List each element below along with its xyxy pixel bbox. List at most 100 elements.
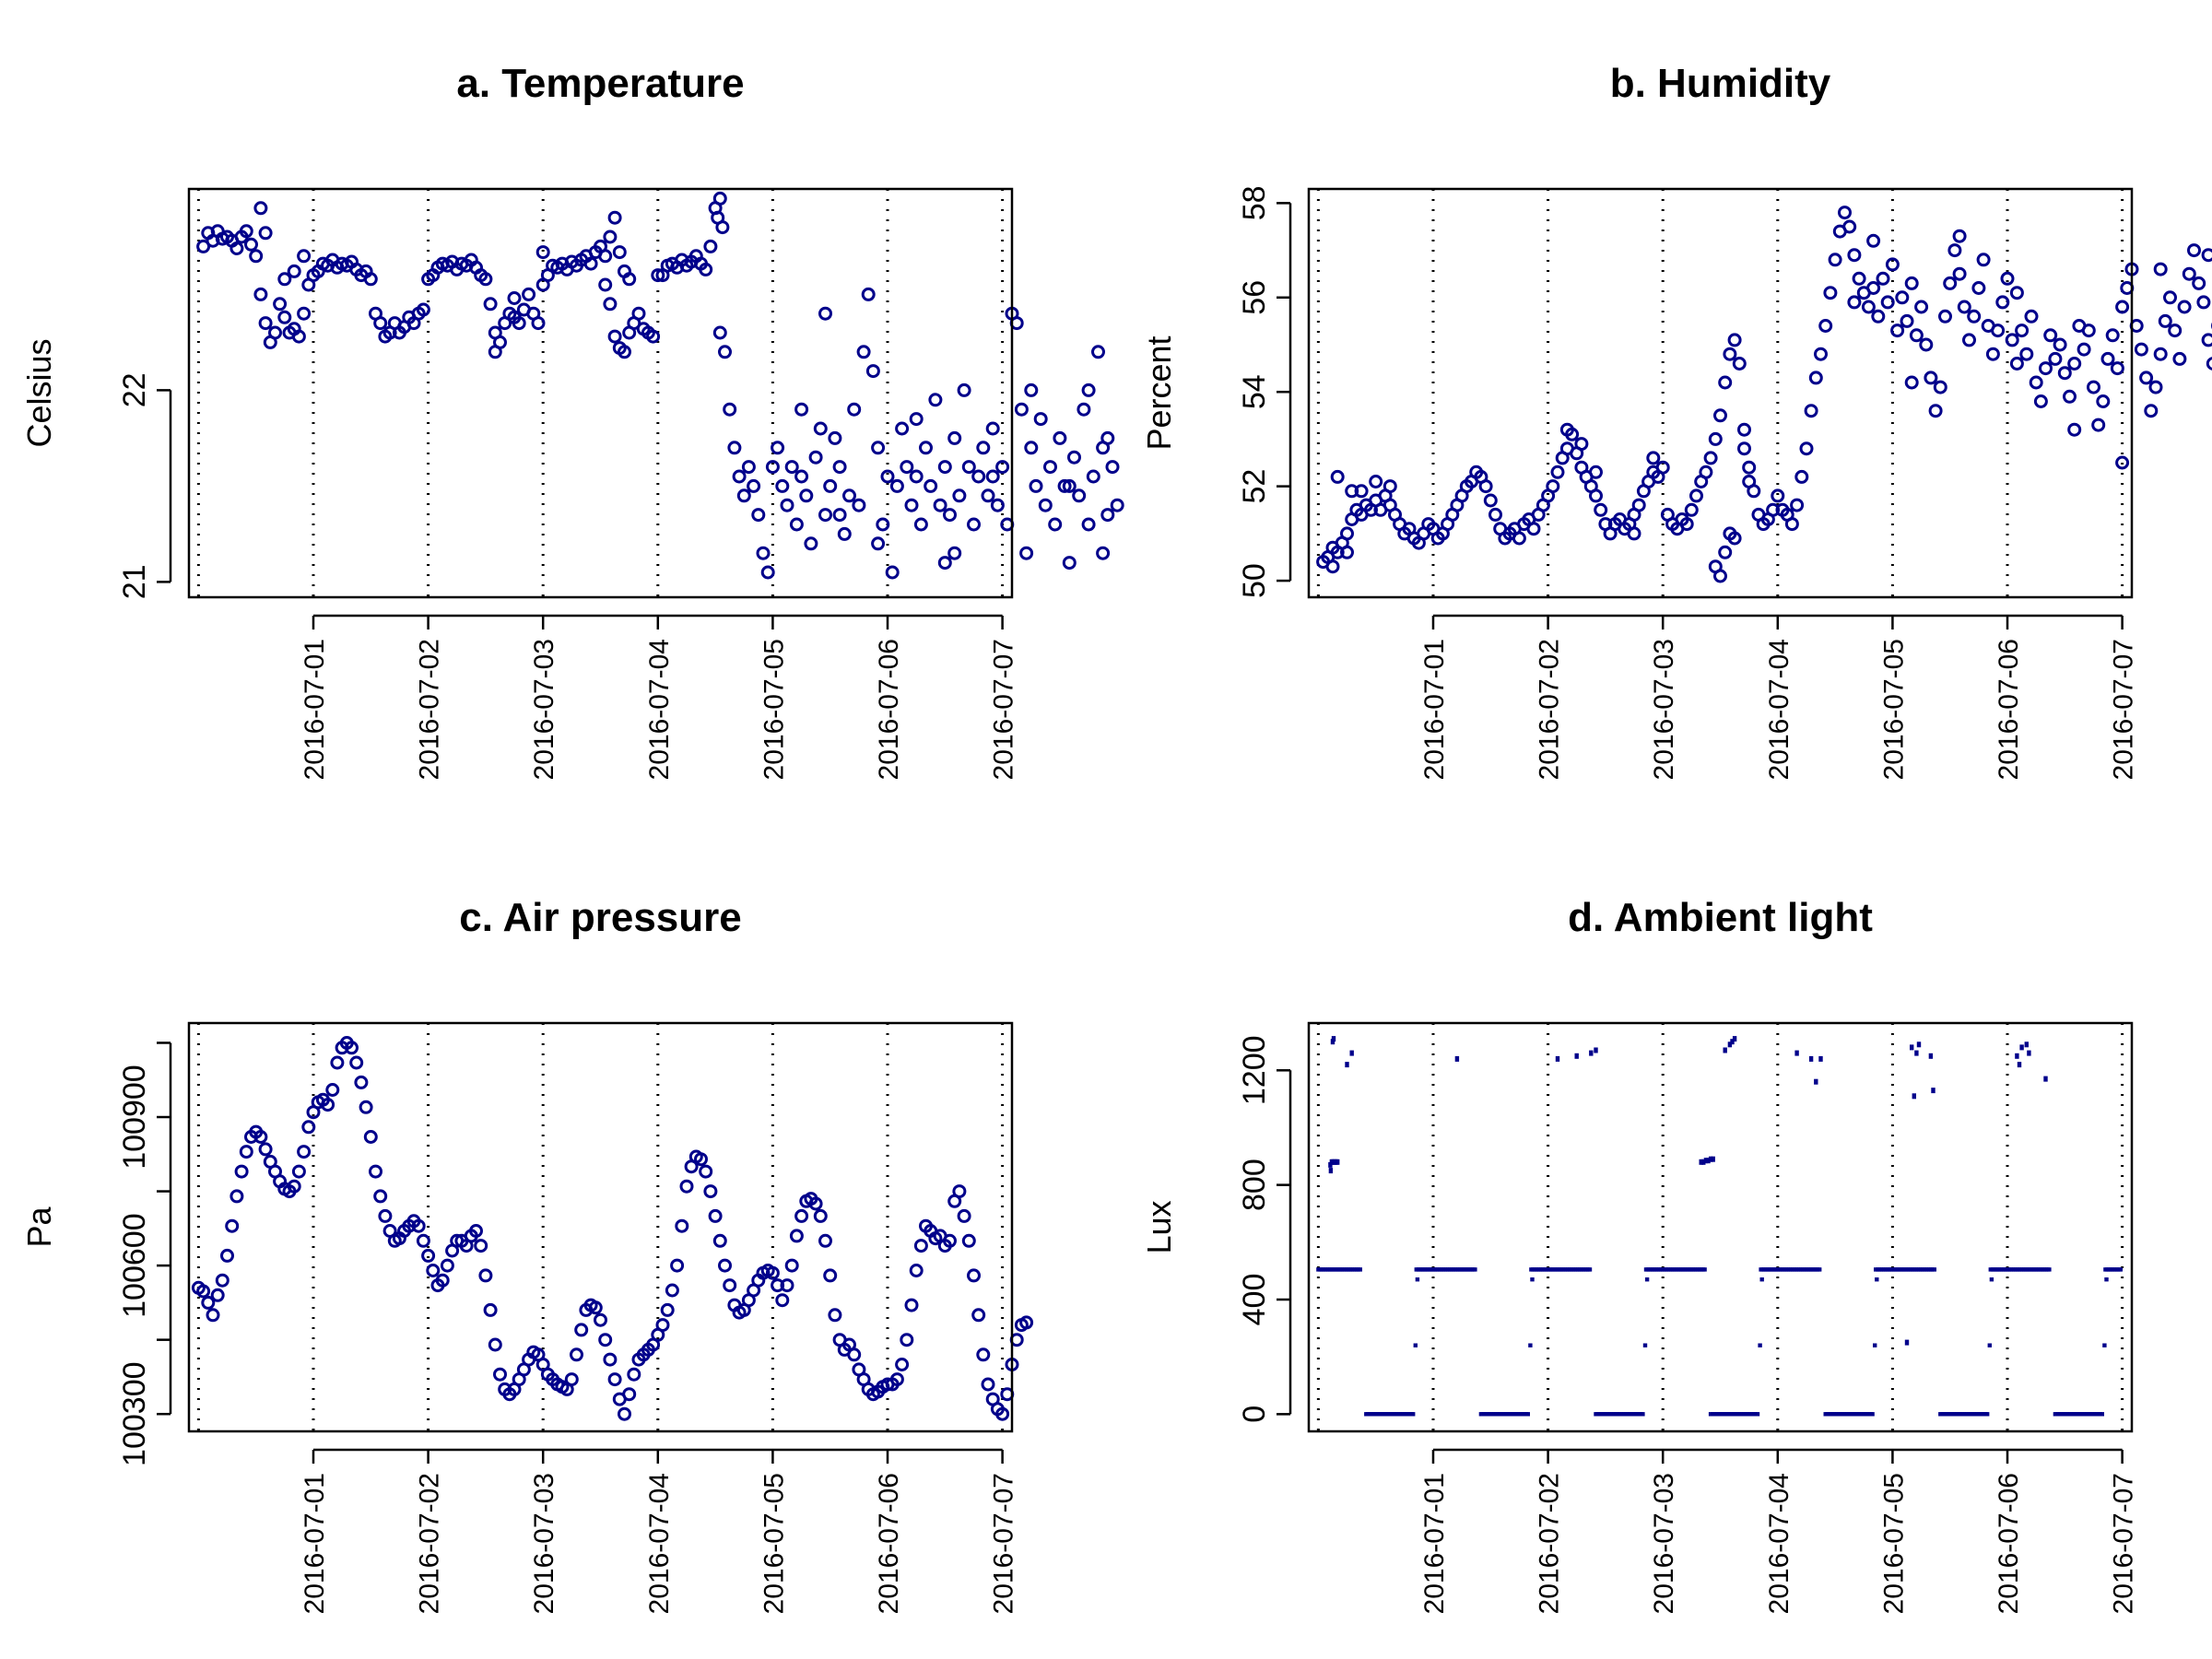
data-point — [2063, 389, 2077, 404]
data-point — [411, 1218, 426, 1233]
data-point — [1861, 300, 1876, 314]
data-point — [196, 1284, 211, 1299]
data-point — [1932, 1267, 1936, 1272]
data-point — [1880, 295, 1895, 310]
data-point — [1971, 281, 1986, 295]
data-point — [1062, 556, 1077, 571]
data-point — [1808, 1055, 1814, 1062]
data-point — [1828, 253, 1842, 267]
data-point — [794, 469, 809, 484]
data-point — [1742, 460, 1757, 475]
data-point — [1382, 479, 1397, 494]
data-point — [1838, 206, 1852, 220]
data-point — [1528, 1343, 1533, 1347]
data-point — [909, 1264, 924, 1277]
data-point — [1699, 465, 1713, 479]
data-point — [603, 1352, 618, 1367]
data-point — [2201, 333, 2212, 347]
data-point — [1358, 1267, 1362, 1272]
data-point — [574, 1323, 589, 1337]
data-point — [2091, 418, 2106, 432]
data-point — [703, 1184, 718, 1199]
data-point — [775, 478, 790, 493]
data-point — [297, 249, 312, 264]
data-point — [440, 1258, 454, 1273]
data-point — [1644, 1277, 1650, 1282]
y-tick-label: 58 — [1237, 185, 1272, 220]
data-point — [981, 1377, 995, 1392]
data-point — [363, 272, 378, 287]
data-point — [913, 1239, 928, 1253]
data-point — [718, 1258, 732, 1273]
data-point — [871, 536, 886, 551]
data-point — [1866, 233, 1881, 248]
data-point — [1737, 422, 1751, 437]
data-point — [1713, 408, 1727, 423]
data-point — [808, 1196, 823, 1211]
data-point — [2100, 351, 2115, 366]
data-point — [900, 460, 914, 475]
y-axis-label: Celsius — [20, 338, 58, 447]
data-point — [345, 1041, 359, 1055]
data-point — [895, 421, 910, 436]
data-point — [2067, 422, 2082, 437]
data-point — [1555, 1055, 1560, 1062]
data-point — [813, 421, 828, 436]
data-point — [1989, 1277, 1994, 1282]
data-point — [703, 239, 718, 253]
data-point — [736, 488, 751, 503]
data-point — [469, 1224, 483, 1238]
data-point — [1842, 219, 1857, 234]
data-point — [2015, 1053, 2019, 1059]
data-point — [900, 1333, 914, 1347]
data-point — [828, 430, 842, 445]
data-point — [660, 1302, 675, 1317]
data-point — [1325, 540, 1340, 555]
data-point — [1814, 1078, 1818, 1085]
data-point — [2118, 1267, 2123, 1272]
data-point — [474, 1239, 488, 1253]
panel-title: d. Ambient light — [1568, 895, 1873, 940]
data-point — [2115, 455, 2130, 470]
x-tick-label: 2016-07-07 — [2109, 639, 2139, 780]
data-point — [622, 272, 637, 287]
y-tick-label: 21 — [117, 564, 152, 599]
data-point — [1454, 1055, 1460, 1062]
data-point — [2033, 394, 2048, 408]
data-point — [287, 1179, 301, 1194]
data-point — [1900, 313, 1914, 328]
data-point — [239, 1145, 253, 1159]
data-point — [1703, 1158, 1709, 1164]
data-point — [1340, 545, 1354, 559]
data-point — [2172, 351, 2187, 366]
data-point — [607, 210, 622, 225]
data-point — [2019, 347, 2034, 361]
panel-title: b. Humidity — [1610, 61, 1831, 106]
data-point — [1708, 1156, 1713, 1162]
data-point — [715, 220, 730, 235]
data-point — [646, 329, 661, 344]
y-tick-label: 100300 — [117, 1361, 152, 1465]
data-point — [847, 402, 862, 417]
data-point — [1679, 517, 1694, 532]
data-point — [478, 272, 493, 287]
data-point — [1737, 441, 1751, 456]
data-point — [1808, 371, 1823, 385]
data-point — [1952, 266, 1967, 281]
data-point — [780, 1278, 794, 1293]
data-point — [607, 1372, 622, 1387]
data-point — [253, 201, 268, 216]
data-point — [1876, 271, 1890, 286]
data-point — [229, 241, 244, 255]
data-point — [2206, 357, 2212, 371]
data-point — [694, 1152, 708, 1167]
data-point — [847, 1347, 862, 1362]
data-point — [273, 297, 288, 312]
data-point — [1473, 1267, 1477, 1272]
data-point — [321, 1098, 335, 1112]
data-point — [598, 277, 613, 292]
data-point — [842, 488, 856, 503]
data-point — [1730, 1039, 1735, 1045]
data-point — [1702, 1267, 1707, 1272]
